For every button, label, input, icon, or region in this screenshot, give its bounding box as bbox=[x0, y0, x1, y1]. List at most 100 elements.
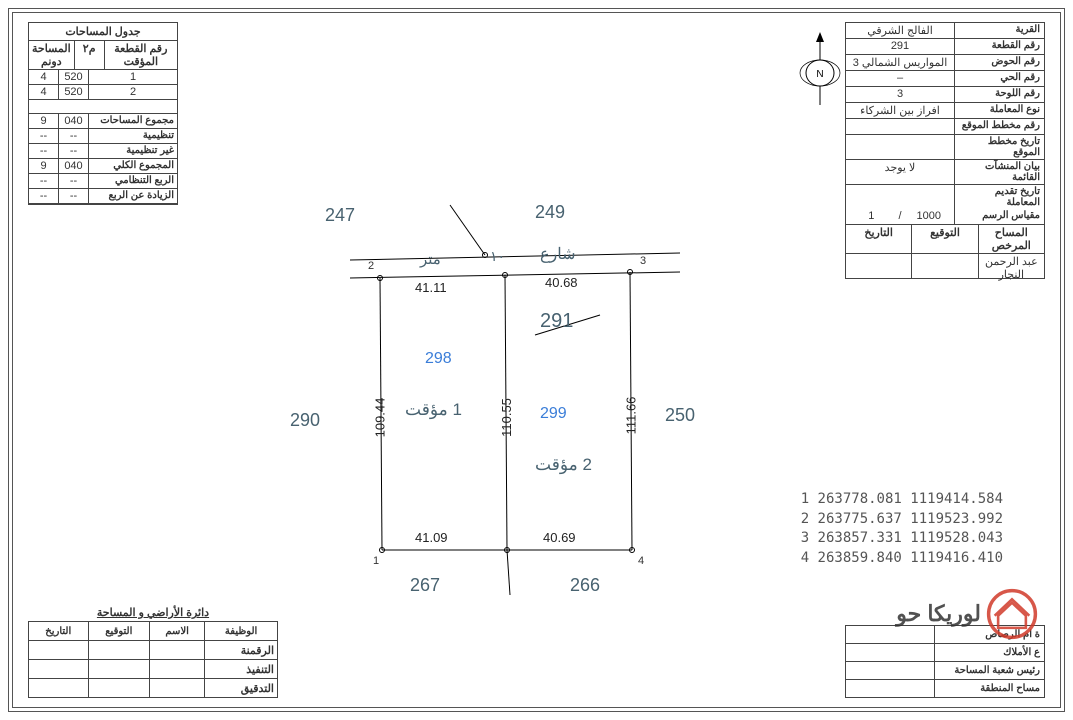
parcel-250: 250 bbox=[665, 405, 695, 426]
parcel-249: 249 bbox=[535, 202, 565, 223]
info-value: 3 المواريس الشمالي bbox=[846, 55, 954, 70]
sign-cell bbox=[88, 660, 150, 679]
watermark-text: لوريكا حو bbox=[896, 601, 981, 627]
street-unit: متر bbox=[420, 250, 441, 268]
sign-hdr: التاريخ bbox=[29, 622, 89, 641]
info-label: رقم اللوحة bbox=[954, 87, 1044, 102]
stamp-label: مساح المنطقة bbox=[935, 680, 1045, 698]
coord-line: 4 263859.840 1119416.410 bbox=[801, 549, 1003, 569]
signatures-table: دائرة الأراضي و المساحة التاريخ التوقيع … bbox=[28, 606, 278, 698]
area-sum-m2: 040 bbox=[59, 159, 89, 173]
temp-1: 1 مؤقت bbox=[405, 400, 462, 420]
stamp-label: رئيس شعبة المساحة bbox=[935, 662, 1045, 680]
scale-label: مقياس الرسم bbox=[954, 209, 1044, 224]
area-sum-dunum: 9 bbox=[29, 159, 59, 173]
surveyor-name: عبد الرحمن النجار bbox=[979, 254, 1044, 278]
area-sum-m2: 040 bbox=[59, 114, 89, 128]
sign-cell bbox=[29, 679, 89, 698]
corner-4: 4 bbox=[638, 555, 644, 567]
stamp-cell bbox=[846, 662, 935, 680]
info-value bbox=[846, 119, 954, 134]
corner-3: 3 bbox=[640, 255, 646, 267]
area-hdr-m2: م٢ bbox=[75, 41, 105, 69]
area-sum-dunum: -- bbox=[29, 144, 59, 158]
info-value: 291 bbox=[846, 39, 954, 54]
dim-top-left: 41.11 bbox=[415, 280, 447, 295]
area-hdr-plot: رقم القطعة المؤقت bbox=[105, 41, 177, 69]
sign-hdr: الاسم bbox=[150, 622, 205, 641]
watermark-logo: لوريكا حو bbox=[896, 588, 1038, 640]
area-sum-m2: -- bbox=[59, 174, 89, 188]
sign-role: التدقيق bbox=[205, 679, 278, 698]
sign-role: الرقمنة bbox=[205, 641, 278, 660]
parcel-290: 290 bbox=[290, 410, 320, 431]
scale-sep: / bbox=[893, 210, 908, 223]
coord-line: 2 263775.637 1119523.992 bbox=[801, 510, 1003, 530]
info-label: نوع المعاملة bbox=[954, 103, 1044, 118]
sig-hdr: المساح المرخص bbox=[979, 225, 1044, 253]
sign-role: التنفيذ bbox=[205, 660, 278, 679]
parcel-267: 267 bbox=[410, 575, 440, 596]
area-sum-label: الربع التنظامي bbox=[89, 174, 177, 188]
area-cell: 4 bbox=[29, 85, 59, 99]
area-cell: 520 bbox=[59, 70, 89, 84]
area-sum-m2: -- bbox=[59, 189, 89, 203]
info-value: افراز بين الشركاء bbox=[846, 103, 954, 118]
area-cell: 1 bbox=[89, 70, 177, 84]
info-value: لا يوجد bbox=[846, 160, 954, 184]
corner-1: 1 bbox=[373, 555, 379, 567]
sign-cell bbox=[88, 679, 150, 698]
new-298: 298 bbox=[425, 350, 452, 368]
info-value: – bbox=[846, 71, 954, 86]
house-icon bbox=[986, 588, 1038, 640]
dim-top-right: 40.68 bbox=[545, 275, 578, 290]
temp-2: 2 مؤقت bbox=[535, 455, 592, 475]
sig-date bbox=[846, 254, 912, 278]
stamp-cell bbox=[846, 680, 935, 698]
info-label: رقم الحي bbox=[954, 71, 1044, 86]
area-sum-dunum: 9 bbox=[29, 114, 59, 128]
compass: N bbox=[790, 30, 850, 110]
dim-bot-right: 40.69 bbox=[543, 530, 576, 545]
stamp-cell bbox=[846, 644, 935, 662]
sign-cell bbox=[29, 641, 89, 660]
info-label: القرية bbox=[954, 23, 1044, 38]
survey-plot: 247 249 290 250 267 266 شارع ١٠ متر 291 … bbox=[310, 200, 730, 620]
info-label: تاريخ تقديم المعاملة bbox=[954, 185, 1044, 209]
sign-hdr: الوظيفة bbox=[205, 622, 278, 641]
dim-bot-left: 41.09 bbox=[415, 530, 448, 545]
scale-b: 1000 bbox=[908, 210, 951, 223]
info-label: رقم الحوض bbox=[954, 55, 1044, 70]
coord-line: 3 263857.331 1119528.043 bbox=[801, 529, 1003, 549]
dim-vert-right: 111.66 bbox=[623, 397, 638, 435]
sign-cell bbox=[150, 641, 205, 660]
info-table: الفالج الشرقي القرية291 رقم القطعة3 المو… bbox=[845, 22, 1045, 279]
crossed-291: 291 bbox=[540, 310, 573, 333]
area-sum-label: المجموع الكلي bbox=[89, 159, 177, 173]
sign-cell bbox=[29, 660, 89, 679]
parcel-266: 266 bbox=[570, 575, 600, 596]
coordinates-block: 1 263778.081 1119414.5842 263775.637 111… bbox=[801, 490, 1003, 568]
info-label: بيان المنشآت القائمة bbox=[954, 160, 1044, 184]
sign-cell bbox=[88, 641, 150, 660]
area-cell: 520 bbox=[59, 85, 89, 99]
area-cell: 4 bbox=[29, 70, 59, 84]
coord-line: 1 263778.081 1119414.584 bbox=[801, 490, 1003, 510]
areas-title: جدول المساحات bbox=[29, 23, 177, 41]
info-value: الفالج الشرقي bbox=[846, 23, 954, 38]
area-sum-label: تنظيمية bbox=[89, 129, 177, 143]
info-value bbox=[846, 185, 954, 209]
street-width: ١٠ bbox=[490, 248, 505, 265]
sign-hdr: التوقيع bbox=[88, 622, 150, 641]
info-value bbox=[846, 135, 954, 159]
info-label: رقم مخطط الموقع bbox=[954, 119, 1044, 134]
area-sum-label: الزيادة عن الربع bbox=[89, 189, 177, 203]
area-sum-m2: -- bbox=[59, 144, 89, 158]
sig-hdr: التوقيع bbox=[912, 225, 978, 253]
sig-sign bbox=[912, 254, 978, 278]
area-sum-dunum: -- bbox=[29, 129, 59, 143]
compass-n: N bbox=[816, 69, 823, 80]
area-sum-label: غير تنظيمية bbox=[89, 144, 177, 158]
area-sum-m2: -- bbox=[59, 129, 89, 143]
stamp-label: ع الأملاك bbox=[935, 644, 1045, 662]
